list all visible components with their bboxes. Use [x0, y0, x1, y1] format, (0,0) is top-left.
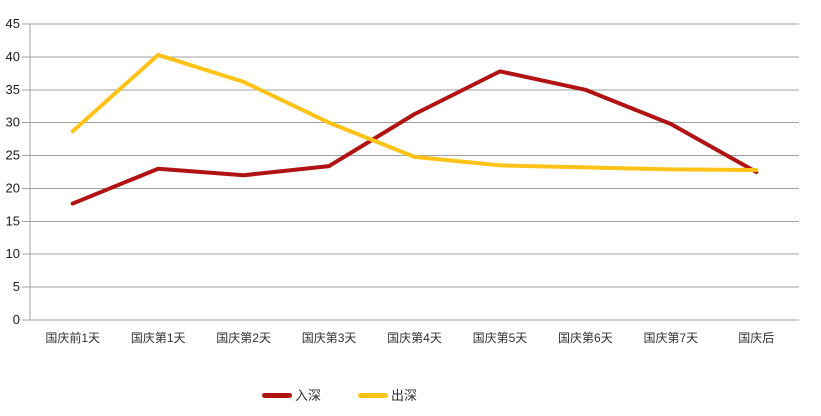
y-axis-tick-label: 0: [13, 312, 20, 327]
legend-item: 出深: [358, 389, 417, 402]
series-line-0: [70, 69, 759, 206]
x-axis-tick-label: 国庆第4天: [387, 331, 442, 345]
x-axis-tick-label: 国庆第2天: [216, 331, 271, 345]
x-axis-tick-label: 国庆前1天: [45, 330, 100, 345]
y-axis-tick-label: 30: [6, 115, 20, 130]
x-axis-tick-label: 国庆第6天: [558, 331, 613, 345]
y-axis-tick-label: 45: [6, 16, 20, 31]
legend-item: 入深: [262, 389, 321, 402]
x-axis-tick-label: 国庆第1天: [131, 331, 186, 345]
y-axis-tick-label: 10: [6, 246, 20, 261]
legend-swatch: [358, 393, 389, 398]
x-axis-tick-label: 国庆第7天: [643, 331, 698, 345]
y-axis-tick-label: 40: [6, 49, 20, 64]
legend-swatch: [262, 393, 292, 398]
series-line-1: [70, 52, 759, 173]
y-axis-tick-label: 15: [6, 213, 20, 228]
y-axis-tick-label: 25: [6, 148, 20, 163]
legend: 入深 出深: [262, 389, 417, 402]
y-axis-tick-label: 5: [13, 279, 20, 294]
legend-label: 出深: [391, 388, 418, 403]
x-axis-tick-label: 国庆第5天: [473, 331, 528, 345]
x-axis-tick-label: 国庆第3天: [302, 331, 357, 345]
legend-label: 入深: [295, 388, 322, 403]
y-axis-tick-label: 35: [6, 82, 20, 97]
y-axis-tick-label: 20: [6, 180, 20, 195]
x-axis-tick-label: 国庆后: [738, 331, 774, 345]
